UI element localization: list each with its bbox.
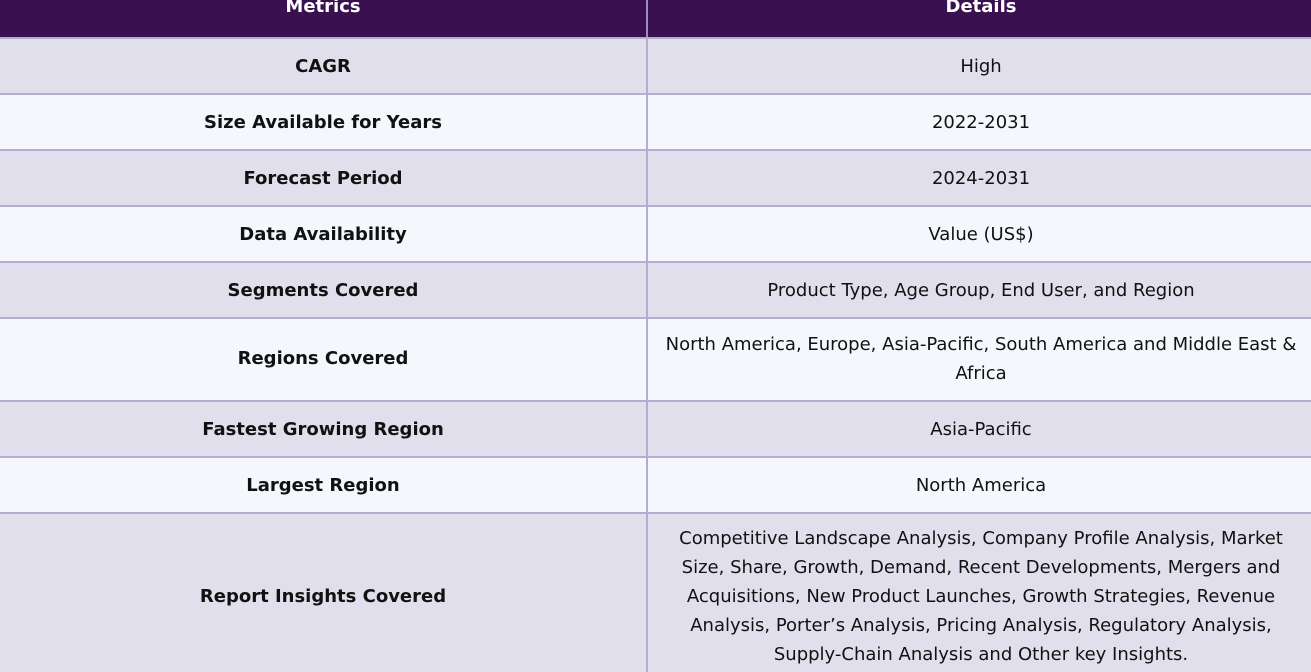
metric-cell: CAGR bbox=[0, 38, 648, 95]
detail-cell: 2024-2031 bbox=[647, 150, 1311, 207]
table-row: Forecast Period 2024-2031 bbox=[0, 150, 1311, 207]
table-row: Fastest Growing Region Asia-Pacific bbox=[0, 401, 1311, 458]
metric-cell: Segments Covered bbox=[0, 262, 648, 319]
metric-cell: Fastest Growing Region bbox=[0, 401, 648, 458]
table-row: CAGR High bbox=[0, 38, 1311, 95]
metric-cell: Size Available for Years bbox=[0, 94, 648, 151]
detail-cell: North America bbox=[647, 457, 1311, 514]
detail-cell: North America, Europe, Asia-Pacific, Sou… bbox=[647, 318, 1311, 402]
metric-cell: Report Insights Covered bbox=[0, 513, 648, 672]
table-row: Size Available for Years 2022-2031 bbox=[0, 94, 1311, 151]
metric-cell: Forecast Period bbox=[0, 150, 648, 207]
header-details: Details bbox=[647, 0, 1311, 39]
detail-cell: Asia-Pacific bbox=[647, 401, 1311, 458]
table-row: Largest Region North America bbox=[0, 457, 1311, 514]
table-row: Segments Covered Product Type, Age Group… bbox=[0, 262, 1311, 319]
header-metrics: Metrics bbox=[0, 0, 648, 39]
detail-cell: High bbox=[647, 38, 1311, 95]
detail-cell: 2022-2031 bbox=[647, 94, 1311, 151]
detail-cell: Product Type, Age Group, End User, and R… bbox=[647, 262, 1311, 319]
detail-cell: Competitive Landscape Analysis, Company … bbox=[647, 513, 1311, 672]
detail-cell: Value (US$) bbox=[647, 206, 1311, 263]
metric-cell: Regions Covered bbox=[0, 318, 648, 402]
table-row: Data Availability Value (US$) bbox=[0, 206, 1311, 263]
table-row: Regions Covered North America, Europe, A… bbox=[0, 318, 1311, 402]
table-header-row: Metrics Details bbox=[0, 0, 1311, 39]
metric-cell: Largest Region bbox=[0, 457, 648, 514]
metric-cell: Data Availability bbox=[0, 206, 648, 263]
table-row: Report Insights Covered Competitive Land… bbox=[0, 513, 1311, 672]
